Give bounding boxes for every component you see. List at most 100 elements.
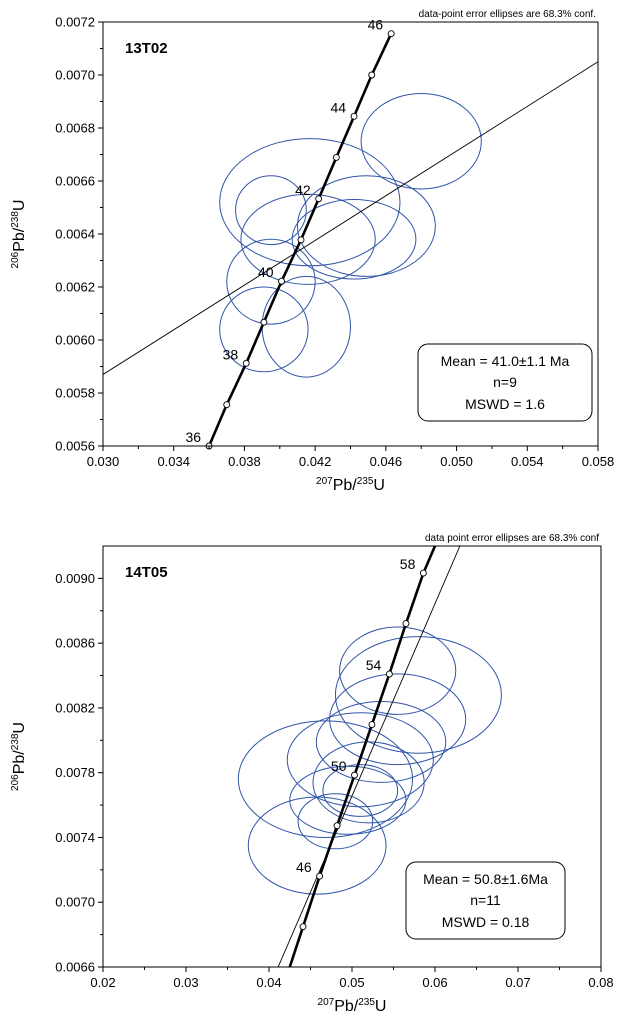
y-tick-label: 0.0068: [55, 121, 95, 136]
x-tick-label: 0.058: [582, 454, 615, 469]
x-tick-label: 0.06: [422, 975, 447, 990]
y-tick-label: 0.0056: [55, 439, 95, 454]
ellipse-confidence-note: data-point error ellipses are 68.3% conf…: [419, 9, 596, 20]
concordia-age-label: 44: [330, 99, 346, 115]
error-ellipse: [360, 93, 482, 190]
y-tick-label: 0.0066: [55, 174, 95, 189]
sample-id: 13T02: [125, 40, 168, 57]
concordia-age-marker: [402, 620, 410, 628]
concordia-age-label: 38: [223, 346, 239, 362]
error-ellipse: [291, 199, 417, 280]
concordia-age-marker: [242, 359, 250, 367]
concordia-age-marker: [223, 401, 231, 409]
y-tick-label: 0.0078: [55, 765, 95, 780]
error-ellipse: [247, 796, 387, 895]
y-tick-label: 0.0086: [55, 636, 95, 651]
y-tick-label: 0.0070: [55, 68, 95, 83]
y-tick-label: 0.0090: [55, 571, 95, 586]
x-tick-label: 0.02: [90, 975, 115, 990]
result-box: Mean = 50.8±1.6Ma n=11 MSWD = 0.18: [405, 861, 566, 940]
result-n: n=9: [493, 374, 517, 390]
concordia-age-marker: [368, 71, 376, 79]
concordia-curve: [288, 546, 437, 967]
y-tick-label: 0.0066: [55, 960, 95, 975]
y-tick-label: 0.0058: [55, 386, 95, 401]
x-tick-label: 0.054: [511, 454, 544, 469]
concordia-age-marker: [297, 236, 305, 244]
x-tick-label: 0.04: [256, 975, 281, 990]
y-tick-label: 0.0082: [55, 700, 95, 715]
concordia-age-label: 46: [296, 859, 312, 875]
result-mean: Mean = 41.0±1.1 Ma: [441, 353, 570, 369]
result-mswd: MSWD = 1.6: [465, 396, 545, 412]
regression-line: [103, 61, 598, 375]
y-tick-label: 0.0070: [55, 895, 95, 910]
concordia-age-label: 50: [331, 758, 347, 774]
chart-panel-13t02: 36 38 40 42 44 46 0.030 0.034 0.038 0.042 0.046 0.0…: [10, 9, 614, 494]
concordia-age-label: 58: [400, 556, 416, 572]
concordia-age-marker: [351, 771, 358, 779]
x-tick-label: 0.030: [87, 454, 120, 469]
concordia-age-label: 46: [368, 17, 384, 33]
y-tick-label: 0.0064: [55, 227, 95, 242]
error-ellipse: [297, 793, 374, 850]
error-ellipse: [261, 275, 351, 378]
error-ellipse: [334, 636, 502, 754]
concordia-age-marker: [333, 822, 341, 830]
sample-id: 14T05: [125, 564, 168, 581]
concordia-age-marker: [332, 153, 340, 161]
error-ellipse: [237, 720, 414, 838]
y-tick-label: 0.0072: [55, 15, 95, 30]
error-ellipse: [296, 175, 436, 277]
x-tick-label: 0.05: [339, 975, 364, 990]
y-axis-label: 206Pb/238U: [10, 722, 28, 791]
result-mean: Mean = 50.8±1.6Ma: [423, 871, 548, 887]
concordia-age-label: 54: [366, 657, 382, 673]
x-tick-label: 0.034: [157, 454, 190, 469]
concordia-age-marker: [260, 318, 268, 326]
x-axis-label: 207Pb/235U: [318, 997, 387, 1015]
error-ellipse: [286, 712, 434, 808]
chart-panel-14t05: 46 50 54 58 0.02 0.03 0.04 0.05 0.06 0.07 0.08 0.00…: [10, 533, 614, 1015]
concordia-age-label: 42: [295, 182, 311, 198]
y-tick-label: 0.0060: [55, 333, 95, 348]
result-box: Mean = 41.0±1.1 Ma n=9 MSWD = 1.6: [417, 343, 593, 422]
concordia-age-marker: [278, 277, 286, 285]
ellipse-confidence-note: data point error ellipses are 68.3% conf: [425, 533, 599, 544]
concordia-age-marker: [368, 721, 376, 729]
x-tick-label: 0.038: [228, 454, 261, 469]
concordia-age-marker: [299, 923, 307, 931]
error-ellipse: [312, 741, 425, 824]
x-tick-label: 0.07: [505, 975, 530, 990]
error-ellipse: [219, 138, 401, 267]
concordia-age-marker: [315, 195, 323, 203]
error-ellipse: [219, 286, 309, 373]
error-ellipse: [235, 175, 307, 246]
concordia-age-marker: [385, 670, 393, 678]
x-tick-label: 0.03: [173, 975, 198, 990]
x-axis-label: 207Pb/235U: [316, 476, 385, 494]
concordia-age-marker: [419, 569, 427, 577]
concordia-age-label: 36: [185, 429, 201, 445]
error-ellipse: [339, 626, 457, 715]
concordia-age-marker: [316, 872, 324, 880]
error-ellipse: [240, 193, 376, 285]
y-axis-label: 206Pb/238U: [10, 200, 28, 269]
x-tick-label: 0.050: [440, 454, 473, 469]
y-tick-label: 0.0074: [55, 830, 95, 845]
result-n: n=11: [470, 892, 501, 908]
result-box-frame: [405, 861, 566, 940]
plot-area: [237, 546, 502, 967]
result-mswd: MSWD = 0.18: [442, 914, 530, 930]
regression-line: [277, 546, 461, 967]
error-ellipse: [329, 673, 467, 766]
x-tick-label: 0.046: [370, 454, 403, 469]
concordia-age-marker: [350, 112, 358, 120]
error-ellipse: [226, 238, 316, 325]
y-tick-label: 0.0062: [55, 280, 95, 295]
x-tick-label: 0.042: [299, 454, 332, 469]
concordia-age-label: 40: [258, 264, 274, 280]
concordia-age-marker: [387, 30, 395, 38]
result-box-frame: [417, 343, 593, 422]
